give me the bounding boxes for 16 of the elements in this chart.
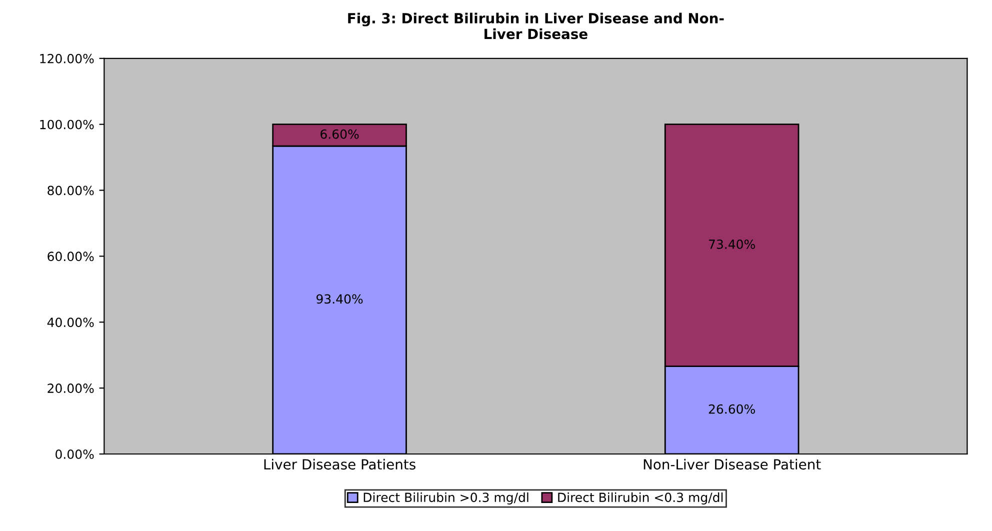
y-tick-label: 80.00% (48, 186, 94, 196)
x-tick-label: Liver Disease Patients (264, 458, 416, 470)
y-tick-label: 0.00% (56, 449, 94, 459)
legend-label: Direct Bilirubin <0.3 mg/dl (558, 492, 723, 505)
data-label: 93.40% (316, 294, 363, 304)
y-tick-label: 20.00% (48, 384, 94, 393)
data-label: 6.60% (320, 129, 359, 139)
data-label: 73.40% (709, 240, 755, 249)
y-tick-label: 60.00% (48, 252, 94, 262)
y-tick-label: 120.00% (40, 54, 94, 64)
legend-label: Direct Bilirubin >0.3 mg/dl (364, 492, 528, 505)
y-tick-label: 40.00% (47, 318, 94, 328)
x-tick-label: Non-Liver Disease Patient (644, 458, 821, 470)
y-tick-label: 100.00% (40, 120, 94, 130)
chart-title: Fig. 3: Direct Bilirubin in Liver Disease and Non- Liver Disease (348, 12, 724, 40)
data-label: 26.60% (708, 404, 755, 414)
